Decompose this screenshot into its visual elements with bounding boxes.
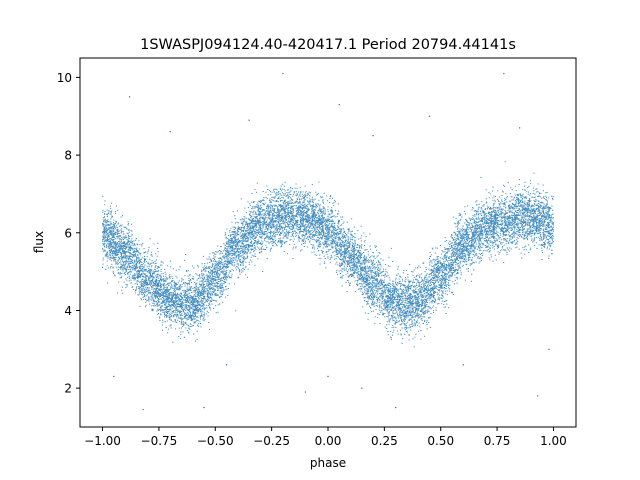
y-axis-label: flux (32, 231, 46, 253)
outlier-point (394, 406, 397, 409)
chart-title: 1SWASPJ094124.40-420417.1 Period 20794.4… (140, 37, 516, 53)
outlier-point (503, 72, 505, 75)
outlier-point (462, 364, 464, 366)
x-tick-label: −0.50 (197, 434, 234, 448)
y-tick-label: 8 (64, 149, 72, 163)
x-tick-label: 0.00 (315, 434, 342, 448)
outlier-point (327, 375, 329, 378)
x-tick-label: 0.25 (371, 434, 398, 448)
outlier-point (518, 127, 521, 129)
x-tick-label: 0.75 (484, 434, 511, 448)
x-tick-label: −0.25 (253, 434, 290, 448)
outlier-point (428, 115, 431, 117)
scatter-points (102, 161, 554, 348)
outlier-point (338, 103, 340, 106)
outlier-point (372, 134, 374, 137)
outlier-point (169, 131, 171, 133)
outlier-point (203, 406, 205, 409)
outlier-point (248, 119, 250, 121)
x-tick-label: 0.50 (427, 434, 454, 448)
outlier-point (128, 96, 131, 98)
x-axis-label: phase (310, 456, 346, 470)
outlier-point (113, 375, 115, 378)
y-tick-label: 10 (57, 71, 72, 85)
y-tick-label: 6 (64, 226, 72, 240)
outlier-point (304, 391, 307, 393)
y-tick-label: 4 (64, 304, 72, 318)
x-tick-label: 1.00 (540, 434, 567, 448)
outlier-point (282, 72, 284, 75)
outlier-point (361, 387, 363, 389)
plot-frame (79, 57, 577, 428)
x-axis: −1.00 −0.75 −0.50 −0.25 0.00 0.25 0.50 0.75 1.00 (84, 427, 567, 448)
x-tick-label: −1.00 (84, 434, 121, 448)
y-tick-label: 2 (64, 382, 72, 396)
y-axis: 2 4 6 8 10 (57, 71, 80, 396)
outlier-point (225, 364, 228, 366)
outlier-point (142, 408, 144, 411)
outlier-point (548, 348, 550, 351)
data-points (102, 72, 554, 411)
outlier-point (536, 395, 539, 397)
x-tick-label: −0.75 (141, 434, 178, 448)
